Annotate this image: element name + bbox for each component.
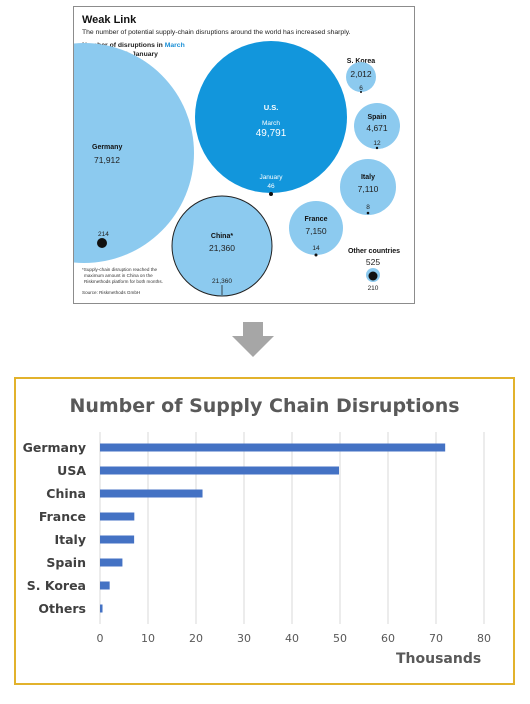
other-countries-january: 210 — [368, 285, 379, 292]
source-note: Source: Riskmethods GmbH — [82, 290, 140, 295]
x-tick-label: 10 — [141, 632, 155, 645]
france-march: 7,150 — [305, 226, 327, 236]
down-arrow-icon — [232, 322, 274, 357]
bubble-s-korea — [346, 62, 376, 92]
germany-january-marker — [97, 238, 107, 248]
china-march: 21,360 — [209, 243, 235, 253]
gridlines — [99, 432, 485, 624]
footnote-line1: *Supply-chain disruption reached the — [82, 267, 158, 272]
france-january: 14 — [312, 245, 320, 252]
graphic-title: Weak Link — [82, 14, 137, 26]
other-countries-label: Other countries — [348, 248, 400, 255]
category-label: France — [39, 509, 86, 524]
us-january-label: January — [259, 174, 283, 181]
x-axis-unit-label: Thousands — [396, 651, 482, 667]
us-january-marker — [269, 192, 273, 196]
spain-january: 12 — [373, 140, 381, 147]
category-label: S. Korea — [27, 578, 86, 593]
graphic-header-prefix: Number of disruptions in — [82, 42, 165, 49]
bar-germany — [100, 443, 446, 452]
x-tick-label: 0 — [97, 632, 104, 645]
italy-march: 7,110 — [358, 184, 379, 194]
germany-january: 214 — [98, 231, 109, 238]
germany-label: Germany — [92, 144, 122, 151]
category-label: China — [46, 486, 86, 501]
x-tick-label: 60 — [381, 632, 395, 645]
x-tick-label: 20 — [189, 632, 203, 645]
chart-title: Number of Supply Chain Disruptions — [69, 395, 460, 417]
bar-usa — [100, 466, 339, 475]
spain-march: 4,671 — [366, 123, 388, 133]
spain-january-marker — [375, 146, 379, 150]
bubble-infographic: Weak Link The number of potential supply… — [73, 6, 415, 304]
bar-chart: Germany USA China France Italy Spain S. Korea O… — [23, 432, 492, 645]
us-label: U.S. — [264, 103, 279, 112]
s-korea-march: 2,012 — [350, 69, 372, 79]
bar-italy — [100, 535, 135, 544]
bubble-china — [171, 195, 273, 297]
s-korea-january-marker — [360, 91, 362, 93]
bar-chart-panel: Number of Supply Chain Disruptions Germa… — [14, 377, 515, 685]
china-label: China* — [211, 233, 233, 240]
footnote-line3: Riskmethods platform for both months. — [84, 279, 163, 284]
graphic-header-highlight: March — [165, 42, 185, 49]
category-labels: Germany USA China France Italy Spain S. Korea O… — [23, 440, 87, 616]
category-label: Others — [38, 601, 86, 616]
bar-spain — [100, 558, 123, 567]
other-countries-march: 525 — [366, 257, 380, 267]
bubble-spain — [354, 103, 400, 149]
us-march: 49,791 — [256, 128, 287, 139]
bar-s-korea — [100, 581, 110, 590]
spain-label: Spain — [367, 114, 386, 121]
italy-january-marker — [366, 211, 370, 215]
bubble-chart: Weak Link The number of potential supply… — [74, 14, 400, 297]
us-march-label: March — [262, 120, 280, 127]
x-tick-label: 40 — [285, 632, 299, 645]
x-tick-label: 30 — [237, 632, 251, 645]
bubble-us — [195, 41, 347, 193]
category-label: Spain — [46, 555, 86, 570]
bar-others — [100, 604, 103, 613]
graphic-header: Number of disruptions in March — [82, 42, 185, 49]
bubble-italy — [340, 159, 396, 215]
italy-label: Italy — [361, 174, 375, 181]
x-tick-labels: 0 10 20 30 40 50 60 70 80 — [97, 632, 492, 645]
france-label: France — [305, 216, 328, 223]
other-countries-january-marker — [368, 271, 378, 281]
bar-france — [100, 512, 135, 521]
china-january: 21,360 — [212, 278, 232, 285]
x-tick-label: 50 — [333, 632, 347, 645]
s-korea-january: 6 — [359, 85, 363, 92]
x-tick-label: 70 — [429, 632, 443, 645]
bubble-france — [289, 201, 343, 255]
germany-march: 71,912 — [94, 155, 120, 165]
us-january: 46 — [267, 183, 275, 190]
graphic-subtitle: The number of potential supply-chain dis… — [82, 29, 351, 36]
footnote-line2: maximum amount in China on the — [84, 273, 153, 278]
s-korea-label: S. Korea — [347, 58, 376, 65]
italy-january: 8 — [366, 204, 370, 211]
x-tick-label: 80 — [477, 632, 491, 645]
bar-china — [100, 489, 203, 498]
category-label: Germany — [23, 440, 86, 455]
category-label: Italy — [55, 532, 87, 547]
category-label: USA — [57, 463, 86, 478]
france-january-marker — [314, 253, 318, 257]
bars — [100, 443, 446, 613]
bubble-germany — [74, 43, 194, 263]
